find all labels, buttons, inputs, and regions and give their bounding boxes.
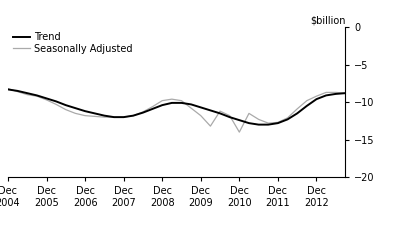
Seasonally Adjusted [256, 118, 261, 121]
Trend [170, 101, 174, 104]
Seasonally Adjusted [141, 111, 145, 113]
Trend [276, 122, 280, 124]
Trend [121, 116, 126, 118]
Trend [35, 94, 39, 97]
Trend [295, 112, 300, 115]
Trend [25, 92, 30, 94]
Line: Trend: Trend [8, 89, 345, 125]
Seasonally Adjusted [15, 90, 20, 93]
Trend [141, 111, 145, 114]
Trend [285, 118, 290, 121]
Trend [218, 112, 222, 115]
Seasonally Adjusted [112, 116, 116, 118]
Trend [73, 107, 78, 109]
Seasonally Adjusted [324, 91, 328, 94]
Trend [102, 114, 107, 117]
Seasonally Adjusted [83, 114, 87, 117]
Seasonally Adjusted [227, 114, 232, 117]
Line: Seasonally Adjusted: Seasonally Adjusted [8, 89, 345, 132]
Seasonally Adjusted [198, 114, 203, 117]
Seasonally Adjusted [179, 99, 184, 102]
Trend [247, 122, 251, 124]
Seasonally Adjusted [295, 108, 300, 110]
Seasonally Adjusted [121, 116, 126, 118]
Seasonally Adjusted [333, 91, 338, 94]
Seasonally Adjusted [343, 92, 348, 94]
Trend [150, 108, 155, 110]
Seasonally Adjusted [266, 122, 271, 124]
Trend [112, 116, 116, 118]
Seasonally Adjusted [102, 116, 107, 118]
Seasonally Adjusted [93, 115, 97, 118]
Trend [198, 106, 203, 109]
Seasonally Adjusted [25, 93, 30, 96]
Trend [54, 100, 58, 103]
Seasonally Adjusted [208, 125, 213, 128]
Trend [333, 93, 338, 95]
Seasonally Adjusted [304, 99, 309, 102]
Trend [266, 123, 271, 126]
Seasonally Adjusted [170, 98, 174, 101]
Trend [131, 114, 136, 117]
Seasonally Adjusted [6, 87, 10, 90]
Trend [227, 116, 232, 118]
Trend [314, 98, 319, 101]
Trend [83, 110, 87, 113]
Trend [44, 97, 49, 100]
Seasonally Adjusted [160, 99, 165, 102]
Seasonally Adjusted [285, 116, 290, 119]
Trend [189, 103, 193, 106]
Trend [179, 101, 184, 104]
Seasonally Adjusted [314, 95, 319, 98]
Seasonally Adjusted [276, 121, 280, 124]
Seasonally Adjusted [54, 103, 58, 106]
Trend [208, 109, 213, 112]
Seasonally Adjusted [131, 114, 136, 117]
Trend [343, 92, 348, 94]
Seasonally Adjusted [64, 108, 68, 111]
Seasonally Adjusted [247, 112, 251, 115]
Trend [64, 104, 68, 106]
Trend [160, 104, 165, 106]
Seasonally Adjusted [73, 112, 78, 115]
Seasonally Adjusted [218, 110, 222, 113]
Trend [256, 123, 261, 126]
Trend [304, 104, 309, 107]
Text: $billion: $billion [310, 16, 345, 26]
Trend [324, 94, 328, 97]
Trend [15, 89, 20, 92]
Seasonally Adjusted [189, 107, 193, 109]
Legend: Trend, Seasonally Adjusted: Trend, Seasonally Adjusted [13, 32, 133, 54]
Trend [6, 88, 10, 91]
Trend [93, 112, 97, 115]
Seasonally Adjusted [35, 95, 39, 98]
Trend [237, 119, 242, 121]
Seasonally Adjusted [44, 99, 49, 101]
Seasonally Adjusted [150, 105, 155, 108]
Seasonally Adjusted [237, 131, 242, 133]
